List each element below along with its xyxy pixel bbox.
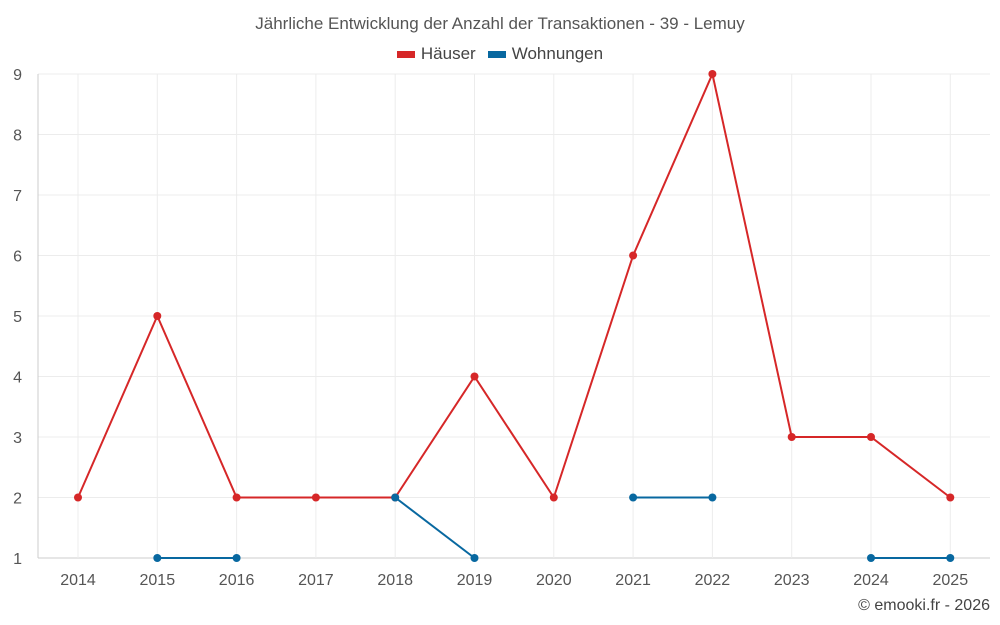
legend-label-haeuser: Häuser	[420, 44, 476, 63]
data-point-series-0	[867, 433, 875, 441]
y-tick-label: 4	[13, 370, 22, 387]
data-point-series-0	[629, 251, 638, 260]
legend: Häuser Wohnungen	[0, 44, 1000, 64]
x-tick-label: 2022	[695, 572, 731, 589]
data-point-series-0	[74, 493, 82, 502]
series-line-0	[77, 70, 951, 500]
x-tick-label: 2017	[298, 572, 334, 589]
x-tick-label: 2014	[60, 572, 96, 589]
y-tick-label: 8	[13, 128, 22, 145]
y-tick-label: 9	[13, 67, 22, 84]
credit-text: © emooki.fr - 2026	[858, 597, 990, 614]
x-tick-label: 2016	[219, 572, 255, 589]
x-tick-label: 2025	[933, 572, 969, 589]
x-tick-label: 2018	[377, 572, 413, 589]
data-point-series-0	[311, 493, 320, 502]
data-point-series-0	[470, 372, 479, 381]
y-tick-label: 2	[13, 491, 22, 508]
x-tick-label: 2020	[536, 572, 572, 589]
data-point-series-1	[946, 554, 955, 562]
legend-item-wohnungen[interactable]: Wohnungen	[487, 44, 604, 64]
data-point-series-1	[708, 493, 717, 502]
data-point-series-0	[708, 70, 717, 78]
data-point-series-1	[629, 493, 638, 502]
data-point-series-0	[787, 433, 796, 441]
data-point-series-0	[549, 493, 558, 502]
data-point-series-1	[153, 554, 162, 562]
x-tick-label: 2015	[140, 572, 176, 589]
data-point-series-1	[867, 554, 875, 562]
x-tick-label: 2024	[853, 572, 889, 589]
legend-swatch-haeuser	[396, 50, 415, 58]
y-tick-label: 7	[13, 188, 22, 205]
series-line-1	[394, 496, 476, 559]
x-tick-label: 2019	[457, 572, 493, 589]
data-point-series-0	[153, 312, 162, 320]
x-tick-label: 2023	[774, 572, 810, 589]
data-point-series-0	[946, 493, 955, 502]
data-point-series-1	[232, 554, 241, 562]
x-tick-label: 2021	[615, 572, 651, 589]
data-point-series-0	[232, 493, 241, 502]
data-point-series-1	[470, 554, 479, 562]
legend-swatch-wohnungen	[487, 50, 506, 58]
y-tick-label: 5	[13, 309, 22, 326]
legend-item-haeuser[interactable]: Häuser	[396, 44, 476, 64]
y-tick-label: 3	[13, 430, 22, 447]
data-point-series-1	[391, 493, 400, 502]
y-tick-label: 1	[13, 551, 22, 568]
legend-label-wohnungen: Wohnungen	[511, 44, 604, 63]
y-tick-label: 6	[13, 249, 22, 266]
chart-title: Jährliche Entwicklung der Anzahl der Tra…	[255, 14, 745, 33]
